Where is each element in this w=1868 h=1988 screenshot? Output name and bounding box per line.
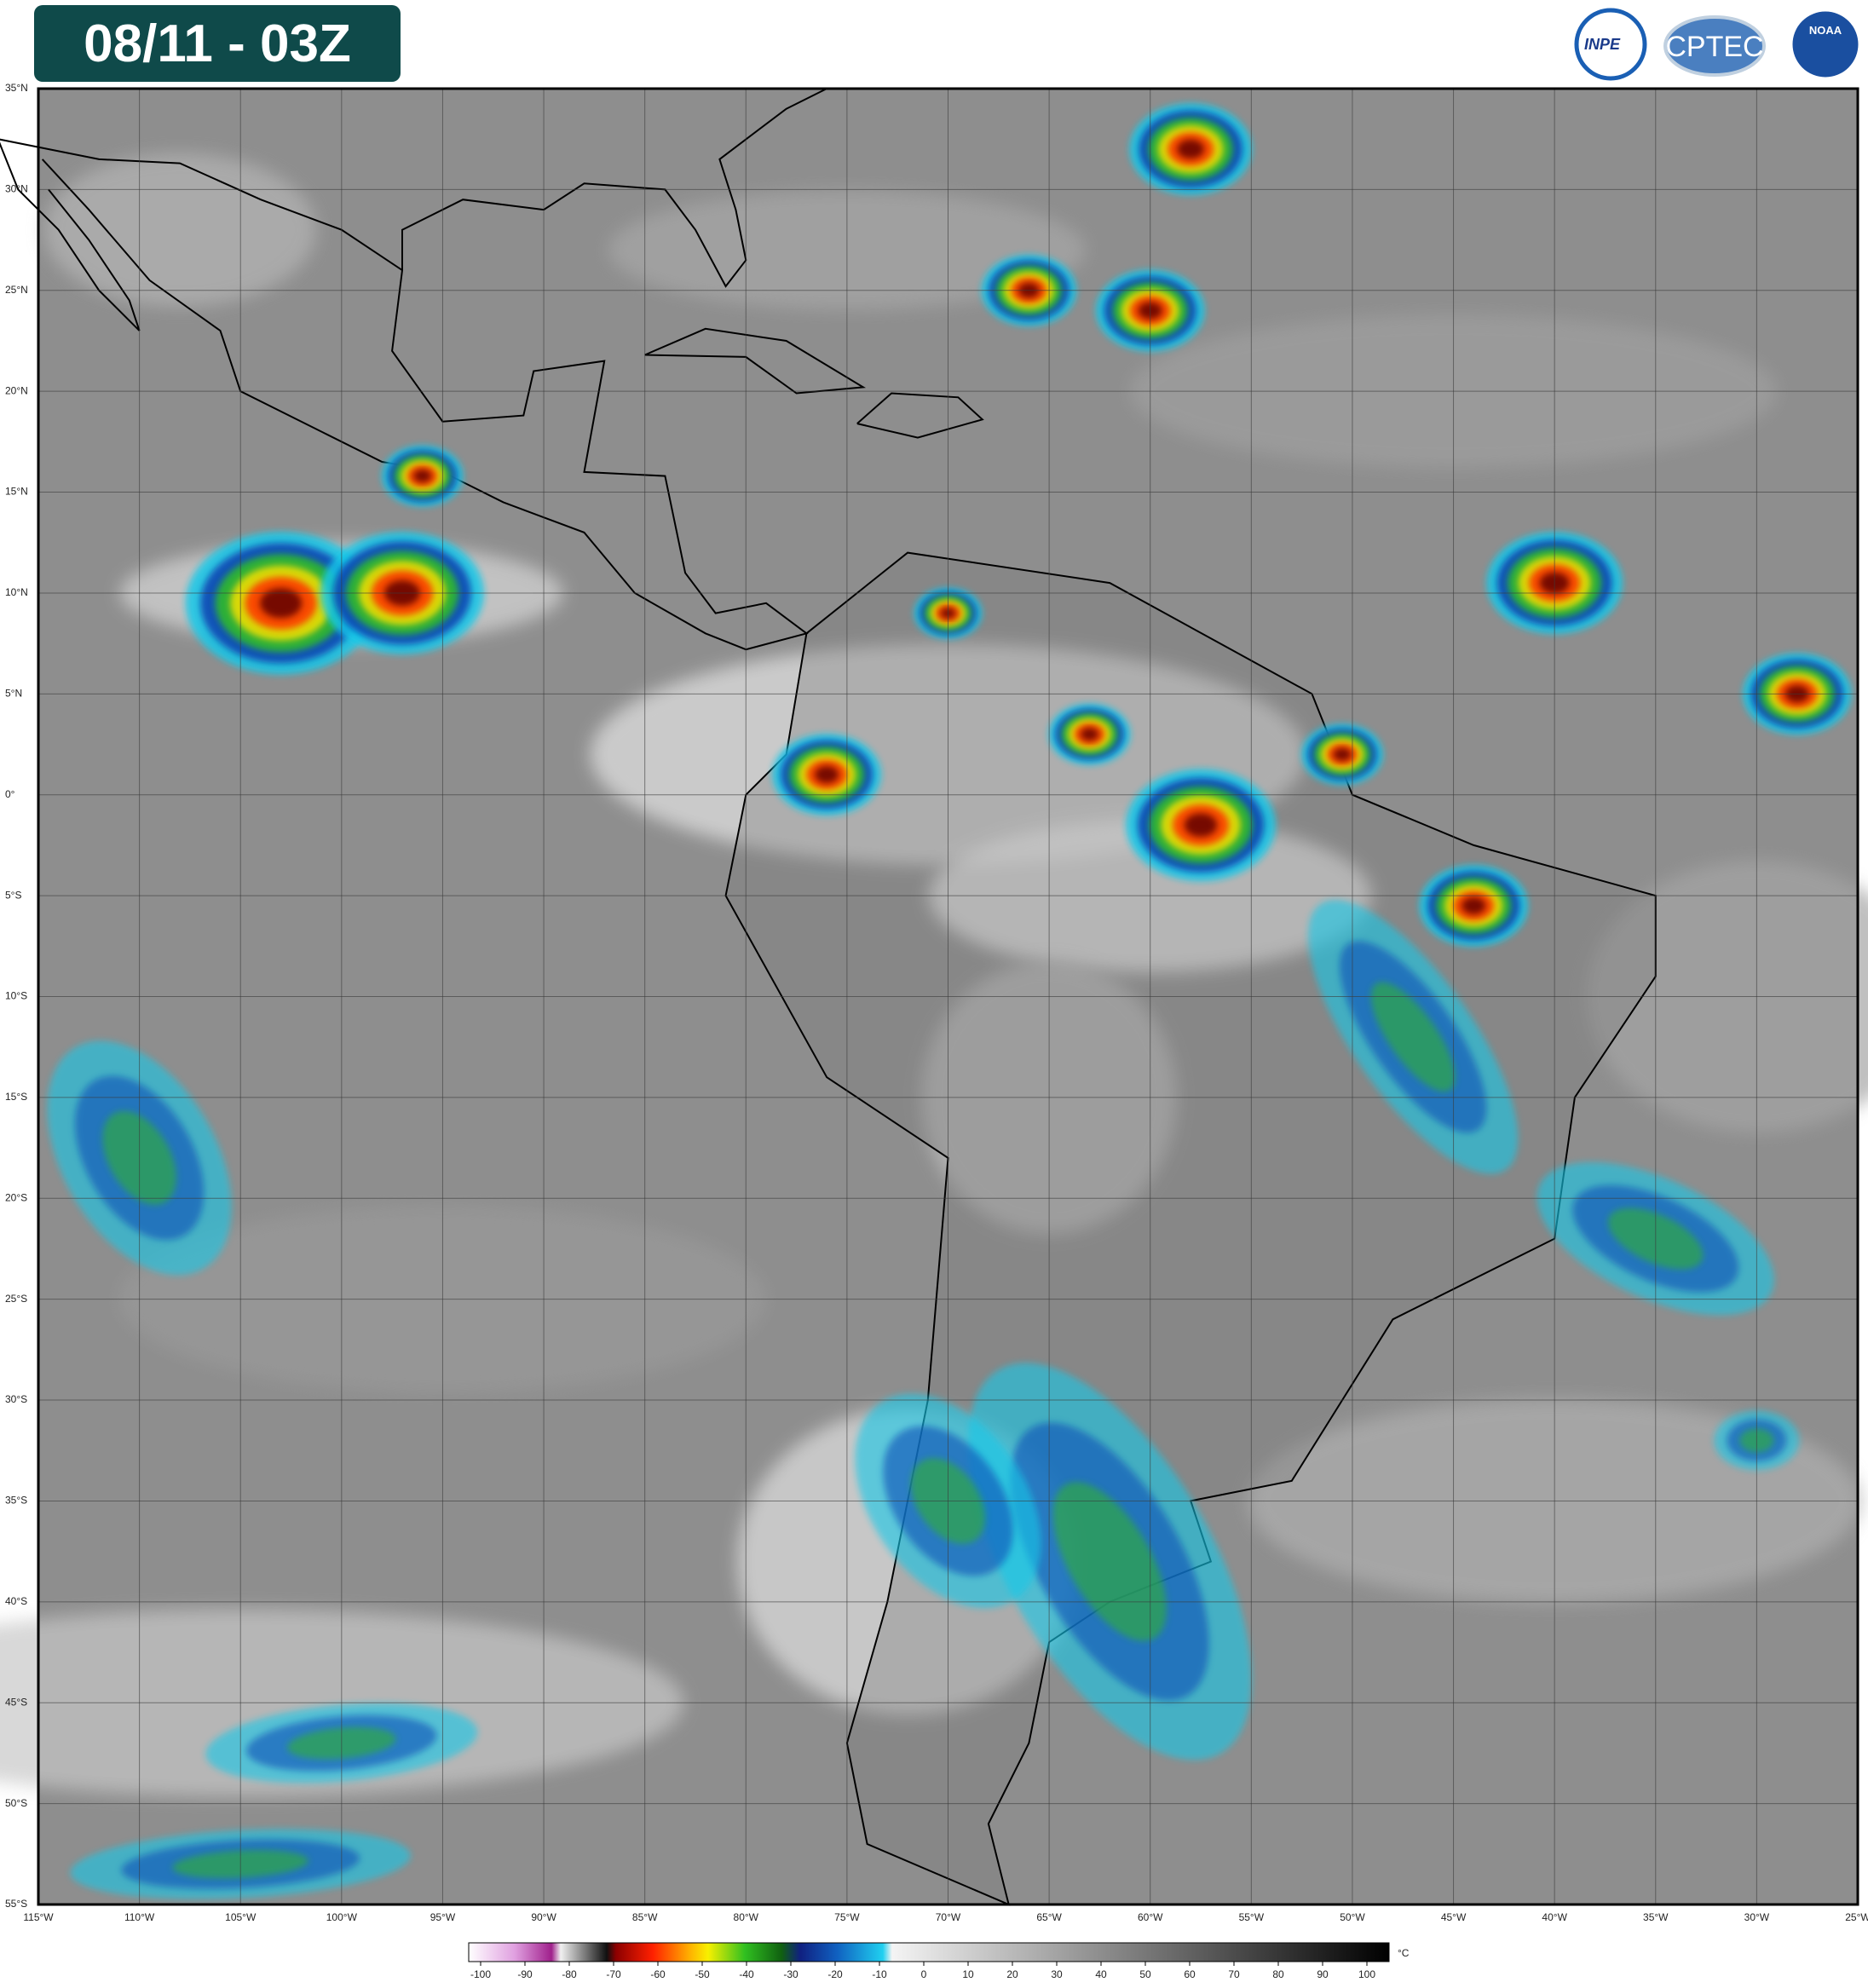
latitude-label: 15°N [5,486,28,498]
latitude-label: 5°S [5,889,21,901]
hispaniola [856,392,984,439]
title: 08/11 - 03Z [84,14,351,73]
longitude-label: 45°W [1441,1911,1467,1923]
longitude-label: 40°W [1542,1911,1567,1923]
longitude-label: 75°W [834,1911,860,1923]
latitude-label: 30°N [5,183,28,195]
longitude-label: 55°W [1239,1911,1265,1923]
longitude-label: 35°W [1643,1911,1669,1923]
colorbar-label: 60 [1184,1968,1196,1980]
inpe-logo-text: INPE [1584,36,1621,53]
latitude-label: 15°S [5,1091,27,1103]
convective-cloud [1177,139,1204,159]
convective-cloud [1081,728,1099,741]
colorbar-label: 100 [1358,1968,1375,1980]
latitude-label: 40°S [5,1595,27,1607]
latitude-label: 30°S [5,1393,27,1405]
colorbar-label: 20 [1006,1968,1018,1980]
colorbar-label: 70 [1228,1968,1240,1980]
latitude-label: 25°S [5,1293,27,1305]
longitude-label: 80°W [734,1911,759,1923]
longitude-label: 50°W [1340,1911,1365,1923]
colorbar-label: -10 [872,1968,887,1980]
latitude-label: 55°S [5,1898,27,1910]
colorbar-label: 90 [1317,1968,1329,1980]
us-gulf-coast [401,88,827,288]
baja-california [0,141,141,331]
latitude-label: 20°S [5,1191,27,1203]
cloud-band [1370,982,1456,1092]
longitude-label: 65°W [1036,1911,1062,1923]
colorbar-label: 0 [921,1968,927,1980]
colorbar-label: 50 [1139,1968,1151,1980]
convective-cloud [260,588,303,619]
cptec-logo-text: CPTEC [1665,31,1763,63]
colorbar-label: -70 [606,1968,621,1980]
title-box [34,5,401,82]
noaa-logo-text: NOAA [1809,24,1842,37]
longitude-label: 105°W [225,1911,257,1923]
colorbar-label: 30 [1051,1968,1063,1980]
logos: INPE CPTEC NOAA [1574,8,1861,81]
convective-cloud [1333,747,1352,761]
colorbar-label: -60 [650,1968,666,1980]
convective-cloud [815,766,839,784]
cloud-band [1052,1482,1167,1641]
longitude-label: 70°W [936,1911,961,1923]
convective-cloud [1184,813,1218,837]
latitude-label: 35°S [5,1495,27,1507]
latitude-label: 5°N [5,688,22,700]
cptec-logo [1663,15,1766,77]
longitude-label: 60°W [1138,1911,1163,1923]
colorbar [468,1942,1390,1962]
colorbar-label: 10 [962,1968,974,1980]
latitude-label: 20°N [5,384,28,396]
latitude-label: 10°S [5,990,27,1002]
latitude-label: 35°N [5,82,28,94]
longitude-label: 95°W [430,1911,456,1923]
colorbar-label: -40 [739,1968,754,1980]
inpe-logo [1574,8,1647,81]
longitude-label: 30°W [1744,1911,1770,1923]
latitude-label: 50°S [5,1797,27,1809]
longitude-label: 90°W [531,1911,556,1923]
colorbar-label: -80 [562,1968,577,1980]
colorbar-label: 40 [1095,1968,1107,1980]
longitude-label: 100°W [326,1911,358,1923]
colorbar-label: -30 [783,1968,799,1980]
longitude-label: 115°W [23,1911,54,1923]
longitude-label: 25°W [1845,1911,1868,1923]
colorbar-label: 80 [1272,1968,1284,1980]
latitude-label: 45°S [5,1696,27,1708]
latitude-label: 10°N [5,586,28,598]
colorbar-label: -100 [470,1968,491,1980]
latitude-label: 25°N [5,284,28,296]
cloud [43,153,317,307]
latitude-label: 0° [5,788,15,800]
colorbar-unit: °C [1398,1947,1410,1959]
colorbar-label: -50 [695,1968,710,1980]
longitude-label: 85°W [632,1911,658,1923]
noaa-logo [1790,9,1861,80]
map-frame [37,87,1859,1906]
central-america [0,138,809,651]
convective-cloud [413,470,432,483]
convective-cloud [1462,896,1486,914]
satellite-map [0,87,1868,1906]
colorbar-label: -20 [827,1968,843,1980]
longitude-label: 110°W [124,1911,155,1923]
colorbar-label: -90 [517,1968,533,1980]
